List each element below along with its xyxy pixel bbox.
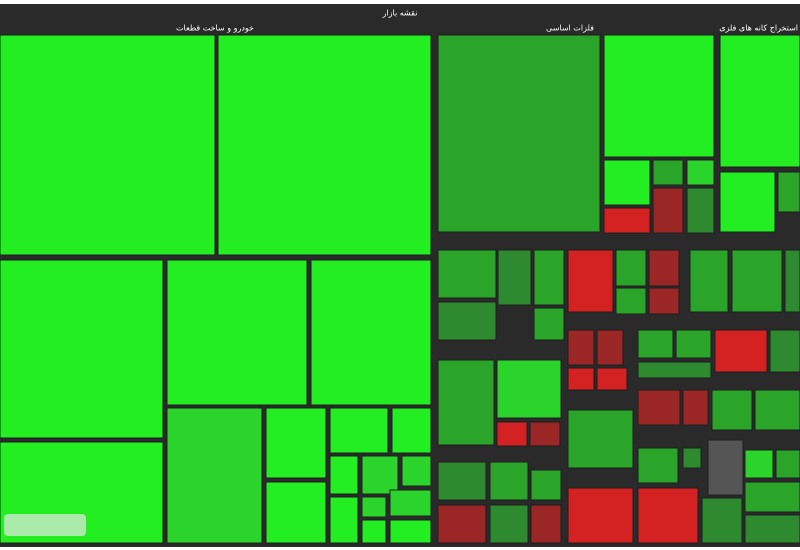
tile[interactable] — [0, 34, 216, 256]
tile[interactable] — [603, 207, 651, 234]
tile[interactable] — [361, 519, 387, 544]
tile[interactable] — [389, 489, 432, 517]
tile[interactable] — [496, 421, 528, 447]
tile[interactable] — [652, 187, 684, 234]
tile[interactable] — [603, 34, 715, 158]
tile[interactable] — [648, 287, 680, 315]
tile[interactable] — [689, 249, 729, 313]
zoom-control[interactable] — [4, 514, 86, 536]
tile[interactable] — [652, 159, 684, 186]
tile[interactable] — [265, 407, 327, 479]
tile[interactable] — [533, 249, 565, 306]
tile[interactable] — [567, 409, 634, 469]
tile[interactable] — [615, 287, 647, 315]
tile[interactable] — [707, 439, 744, 496]
tile[interactable] — [265, 481, 327, 544]
tile[interactable] — [603, 159, 651, 206]
tile[interactable] — [701, 497, 743, 544]
tile[interactable] — [437, 359, 495, 446]
tile[interactable] — [682, 447, 702, 469]
tile[interactable] — [329, 407, 389, 454]
tile[interactable] — [744, 481, 800, 513]
tile[interactable] — [567, 249, 614, 313]
tile[interactable] — [596, 367, 628, 391]
tile[interactable] — [497, 249, 532, 306]
tile[interactable] — [637, 361, 712, 379]
tile[interactable] — [719, 171, 776, 233]
tile[interactable] — [686, 187, 715, 234]
tile[interactable] — [714, 329, 768, 373]
tile[interactable] — [615, 249, 647, 287]
tile[interactable] — [754, 389, 800, 431]
tile[interactable] — [530, 504, 562, 544]
tile[interactable] — [637, 447, 679, 484]
tile[interactable] — [361, 496, 387, 518]
tile[interactable] — [0, 259, 164, 439]
tile[interactable] — [489, 461, 529, 501]
tile[interactable] — [637, 389, 681, 426]
tile[interactable] — [744, 514, 800, 544]
tile[interactable] — [401, 455, 432, 487]
tile[interactable] — [731, 249, 783, 313]
tile[interactable] — [719, 34, 800, 168]
tile[interactable] — [496, 359, 562, 419]
tile[interactable] — [329, 496, 359, 544]
group-header: فلزات اساسی — [546, 24, 594, 33]
tile[interactable] — [775, 449, 800, 479]
tile[interactable] — [437, 249, 497, 299]
tile[interactable] — [567, 487, 634, 544]
tile[interactable] — [437, 34, 601, 233]
map-title: نقشه بازار — [382, 9, 418, 18]
tile[interactable] — [529, 421, 561, 447]
tile[interactable] — [682, 389, 709, 426]
tile[interactable] — [533, 307, 565, 341]
tile[interactable] — [389, 519, 432, 544]
tile[interactable] — [437, 461, 487, 501]
tile[interactable] — [217, 34, 432, 256]
tile[interactable] — [361, 455, 399, 495]
tile[interactable] — [675, 329, 712, 359]
tile[interactable] — [391, 407, 432, 454]
group-header: استخراج کانه های فلزی — [719, 24, 798, 33]
group-header: خودرو و ساخت قطعات — [176, 24, 254, 33]
tile[interactable] — [567, 329, 595, 366]
tile[interactable] — [711, 389, 753, 431]
tile[interactable] — [437, 504, 487, 544]
tile[interactable] — [769, 329, 800, 373]
tile[interactable] — [596, 329, 624, 366]
tile[interactable] — [437, 301, 497, 341]
tile[interactable] — [567, 367, 595, 391]
tile[interactable] — [166, 259, 308, 406]
tile[interactable] — [777, 171, 800, 213]
tile[interactable] — [648, 249, 680, 287]
tile[interactable] — [530, 469, 562, 501]
tile[interactable] — [637, 329, 674, 359]
tile[interactable] — [784, 249, 800, 313]
tile[interactable] — [166, 407, 263, 544]
tile[interactable] — [686, 159, 715, 186]
tile[interactable] — [744, 449, 774, 479]
tile[interactable] — [310, 259, 432, 406]
tile[interactable] — [329, 455, 359, 495]
tile[interactable] — [637, 487, 699, 544]
tile[interactable] — [489, 504, 529, 544]
